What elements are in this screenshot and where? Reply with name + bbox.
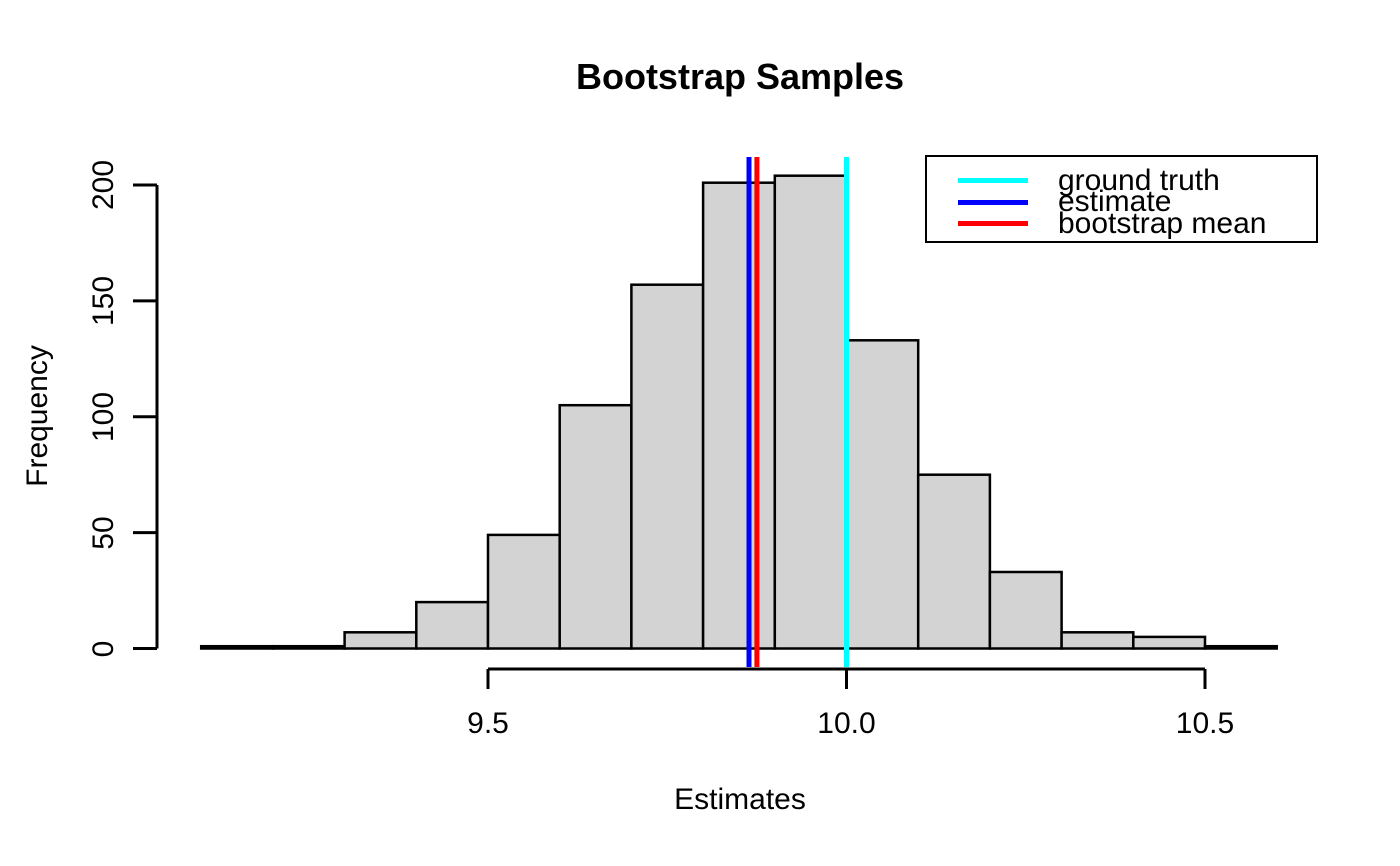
legend-label-ground-truth: ground truth <box>1058 163 1220 197</box>
histogram-bar <box>773 174 848 650</box>
y-tick-label: 150 <box>87 275 120 326</box>
histogram-bar <box>558 403 633 650</box>
histogram-bar <box>1203 644 1278 650</box>
histogram-bar <box>701 181 777 650</box>
legend-line-bootstrap-mean <box>958 221 1028 226</box>
x-tick-label: 10.0 <box>817 707 876 740</box>
y-tick-label: 0 <box>87 640 120 657</box>
legend-line-ground-truth <box>958 178 1028 183</box>
y-tick-label: 100 <box>87 391 120 442</box>
x-tick-label: 9.5 <box>467 707 509 740</box>
legend: ground truth estimate bootstrap mean <box>925 155 1318 243</box>
histogram-bar <box>343 631 418 650</box>
histogram-bar <box>415 600 490 650</box>
histogram-bar <box>630 283 705 650</box>
histogram-bar <box>486 533 561 650</box>
histogram-bar <box>199 644 275 650</box>
y-tick-label: 200 <box>87 159 120 211</box>
histogram-bar <box>1060 631 1135 650</box>
histogram-bar <box>988 570 1063 650</box>
x-axis-label: Estimates <box>674 783 806 816</box>
legend-label-estimate: estimate <box>1058 185 1172 218</box>
histogram-bar <box>1132 635 1207 650</box>
histogram-bar <box>271 644 346 650</box>
chart-title: Bootstrap Samples <box>575 56 905 97</box>
legend-label-bootstrap-mean: bootstrap mean <box>1058 206 1267 240</box>
histogram-bar <box>845 339 920 650</box>
y-axis-label: Frequency <box>21 345 54 487</box>
x-tick-label: 10.5 <box>1175 707 1235 740</box>
y-tick-label: 50 <box>87 515 120 550</box>
legend-line-estimate <box>958 199 1028 205</box>
histogram-bar <box>916 473 992 650</box>
